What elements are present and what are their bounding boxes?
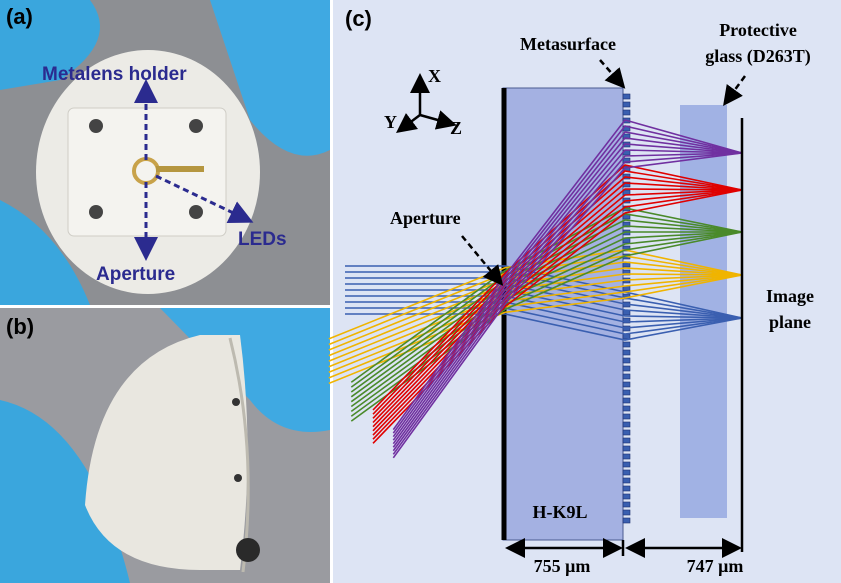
label: Metasurface <box>520 34 616 54</box>
label: H-K9L <box>532 502 587 522</box>
meta-atom <box>623 502 630 507</box>
panel-label: (a) <box>6 4 33 29</box>
meta-atom <box>623 486 630 491</box>
meta-atom <box>623 438 630 443</box>
meta-atom <box>623 406 630 411</box>
meta-atom <box>623 358 630 363</box>
meta-atom <box>623 342 630 347</box>
meta-atom <box>623 478 630 483</box>
meta-atom <box>623 414 630 419</box>
label: Aperture <box>390 208 461 228</box>
meta-atom <box>623 446 630 451</box>
meta-atom <box>623 454 630 459</box>
label: Protective <box>719 20 797 40</box>
dimension-label: 747 μm <box>687 556 744 576</box>
dimension-label: 755 μm <box>534 556 591 576</box>
annotation: LEDs <box>238 229 287 250</box>
meta-atom <box>623 390 630 395</box>
axis-label: X <box>428 66 441 86</box>
photo-a <box>0 0 330 305</box>
panel-label: (c) <box>345 6 372 31</box>
annotation: Aperture <box>96 264 175 285</box>
meta-atom <box>623 430 630 435</box>
annotation: Metalens holder <box>42 64 187 85</box>
panel-label: (b) <box>6 314 34 339</box>
meta-atom <box>623 334 630 339</box>
figure: (a) Metalens holder LEDs Aperture (b) (c… <box>0 0 841 583</box>
meta-atom <box>623 510 630 515</box>
meta-atom <box>623 494 630 499</box>
meta-atom <box>623 374 630 379</box>
label: glass (D263T) <box>705 46 811 67</box>
meta-atom <box>623 110 630 115</box>
axis-label: Z <box>450 118 462 138</box>
meta-atom <box>623 398 630 403</box>
meta-atom <box>623 462 630 467</box>
meta-atom <box>623 350 630 355</box>
label: Image <box>766 286 814 306</box>
photo-b <box>0 308 330 583</box>
meta-atom <box>623 366 630 371</box>
meta-atom <box>623 94 630 99</box>
meta-atom <box>623 102 630 107</box>
meta-atom <box>623 422 630 427</box>
meta-atom <box>623 382 630 387</box>
label: plane <box>769 312 811 332</box>
meta-atom <box>623 518 630 523</box>
meta-atom <box>623 470 630 475</box>
axis-label: Y <box>384 112 397 132</box>
